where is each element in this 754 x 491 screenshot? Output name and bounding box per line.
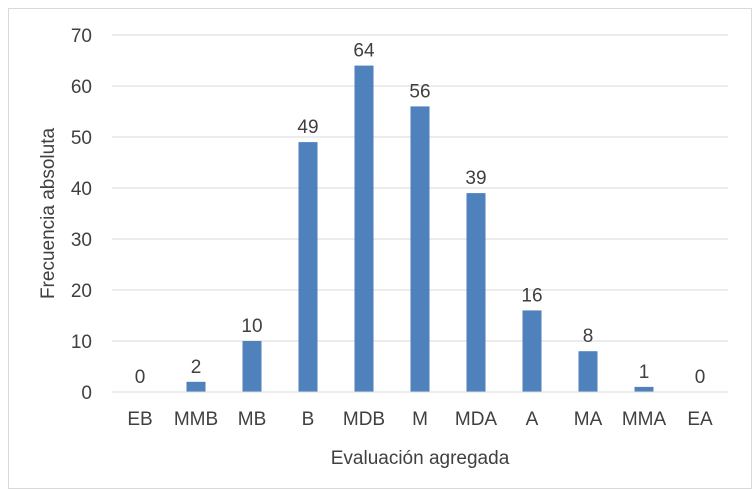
- y-tick-label: 0: [81, 383, 92, 404]
- y-tick-label: 60: [71, 77, 92, 98]
- x-axis-ticks: EB MMB MB B MDB M MDA A MA MMA EA: [127, 409, 713, 430]
- x-tick-label: EA: [687, 409, 713, 430]
- x-tick-label: MB: [238, 409, 267, 430]
- bar-m: [410, 106, 430, 393]
- bar-b: [298, 142, 318, 392]
- y-tick-label: 50: [71, 128, 92, 149]
- data-label: 1: [639, 362, 650, 383]
- bars: [186, 65, 654, 393]
- data-label: 0: [135, 367, 146, 388]
- bar-ma: [578, 351, 598, 392]
- y-axis-title: Frecuencia absoluta: [38, 128, 59, 300]
- data-label: 39: [465, 168, 486, 189]
- data-label: 49: [297, 117, 318, 138]
- y-tick-label: 40: [71, 179, 92, 200]
- bar-a: [522, 310, 542, 392]
- bar-mda: [466, 193, 486, 392]
- chart-frame: [8, 8, 752, 489]
- data-label: 0: [695, 367, 706, 388]
- x-tick-label: EB: [127, 409, 152, 430]
- x-axis-title: Evaluación agregada: [331, 448, 510, 469]
- x-tick-label: MMB: [174, 409, 218, 430]
- x-tick-label: B: [302, 409, 315, 430]
- bar-mdb: [354, 65, 374, 392]
- data-label: 16: [521, 285, 542, 306]
- bar-mmb: [186, 381, 206, 392]
- x-tick-label: MA: [574, 409, 603, 430]
- x-tick-label: MMA: [622, 409, 667, 430]
- x-tick-label: MDB: [343, 409, 385, 430]
- y-tick-label: 30: [71, 230, 92, 251]
- data-label: 2: [191, 357, 202, 378]
- data-label: 10: [241, 316, 262, 337]
- x-tick-label: M: [412, 409, 428, 430]
- data-label: 56: [409, 81, 430, 102]
- data-label: 64: [353, 41, 375, 62]
- x-tick-label: A: [526, 409, 539, 430]
- y-axis-ticks: 0 10 20 30 40 50 60 70: [71, 26, 92, 404]
- bar-mma: [634, 386, 654, 392]
- y-tick-label: 70: [71, 26, 92, 47]
- bar-mb: [242, 341, 262, 392]
- x-tick-label: MDA: [455, 409, 498, 430]
- y-tick-label: 10: [71, 332, 92, 353]
- data-label: 8: [583, 326, 594, 347]
- y-tick-label: 20: [71, 281, 92, 302]
